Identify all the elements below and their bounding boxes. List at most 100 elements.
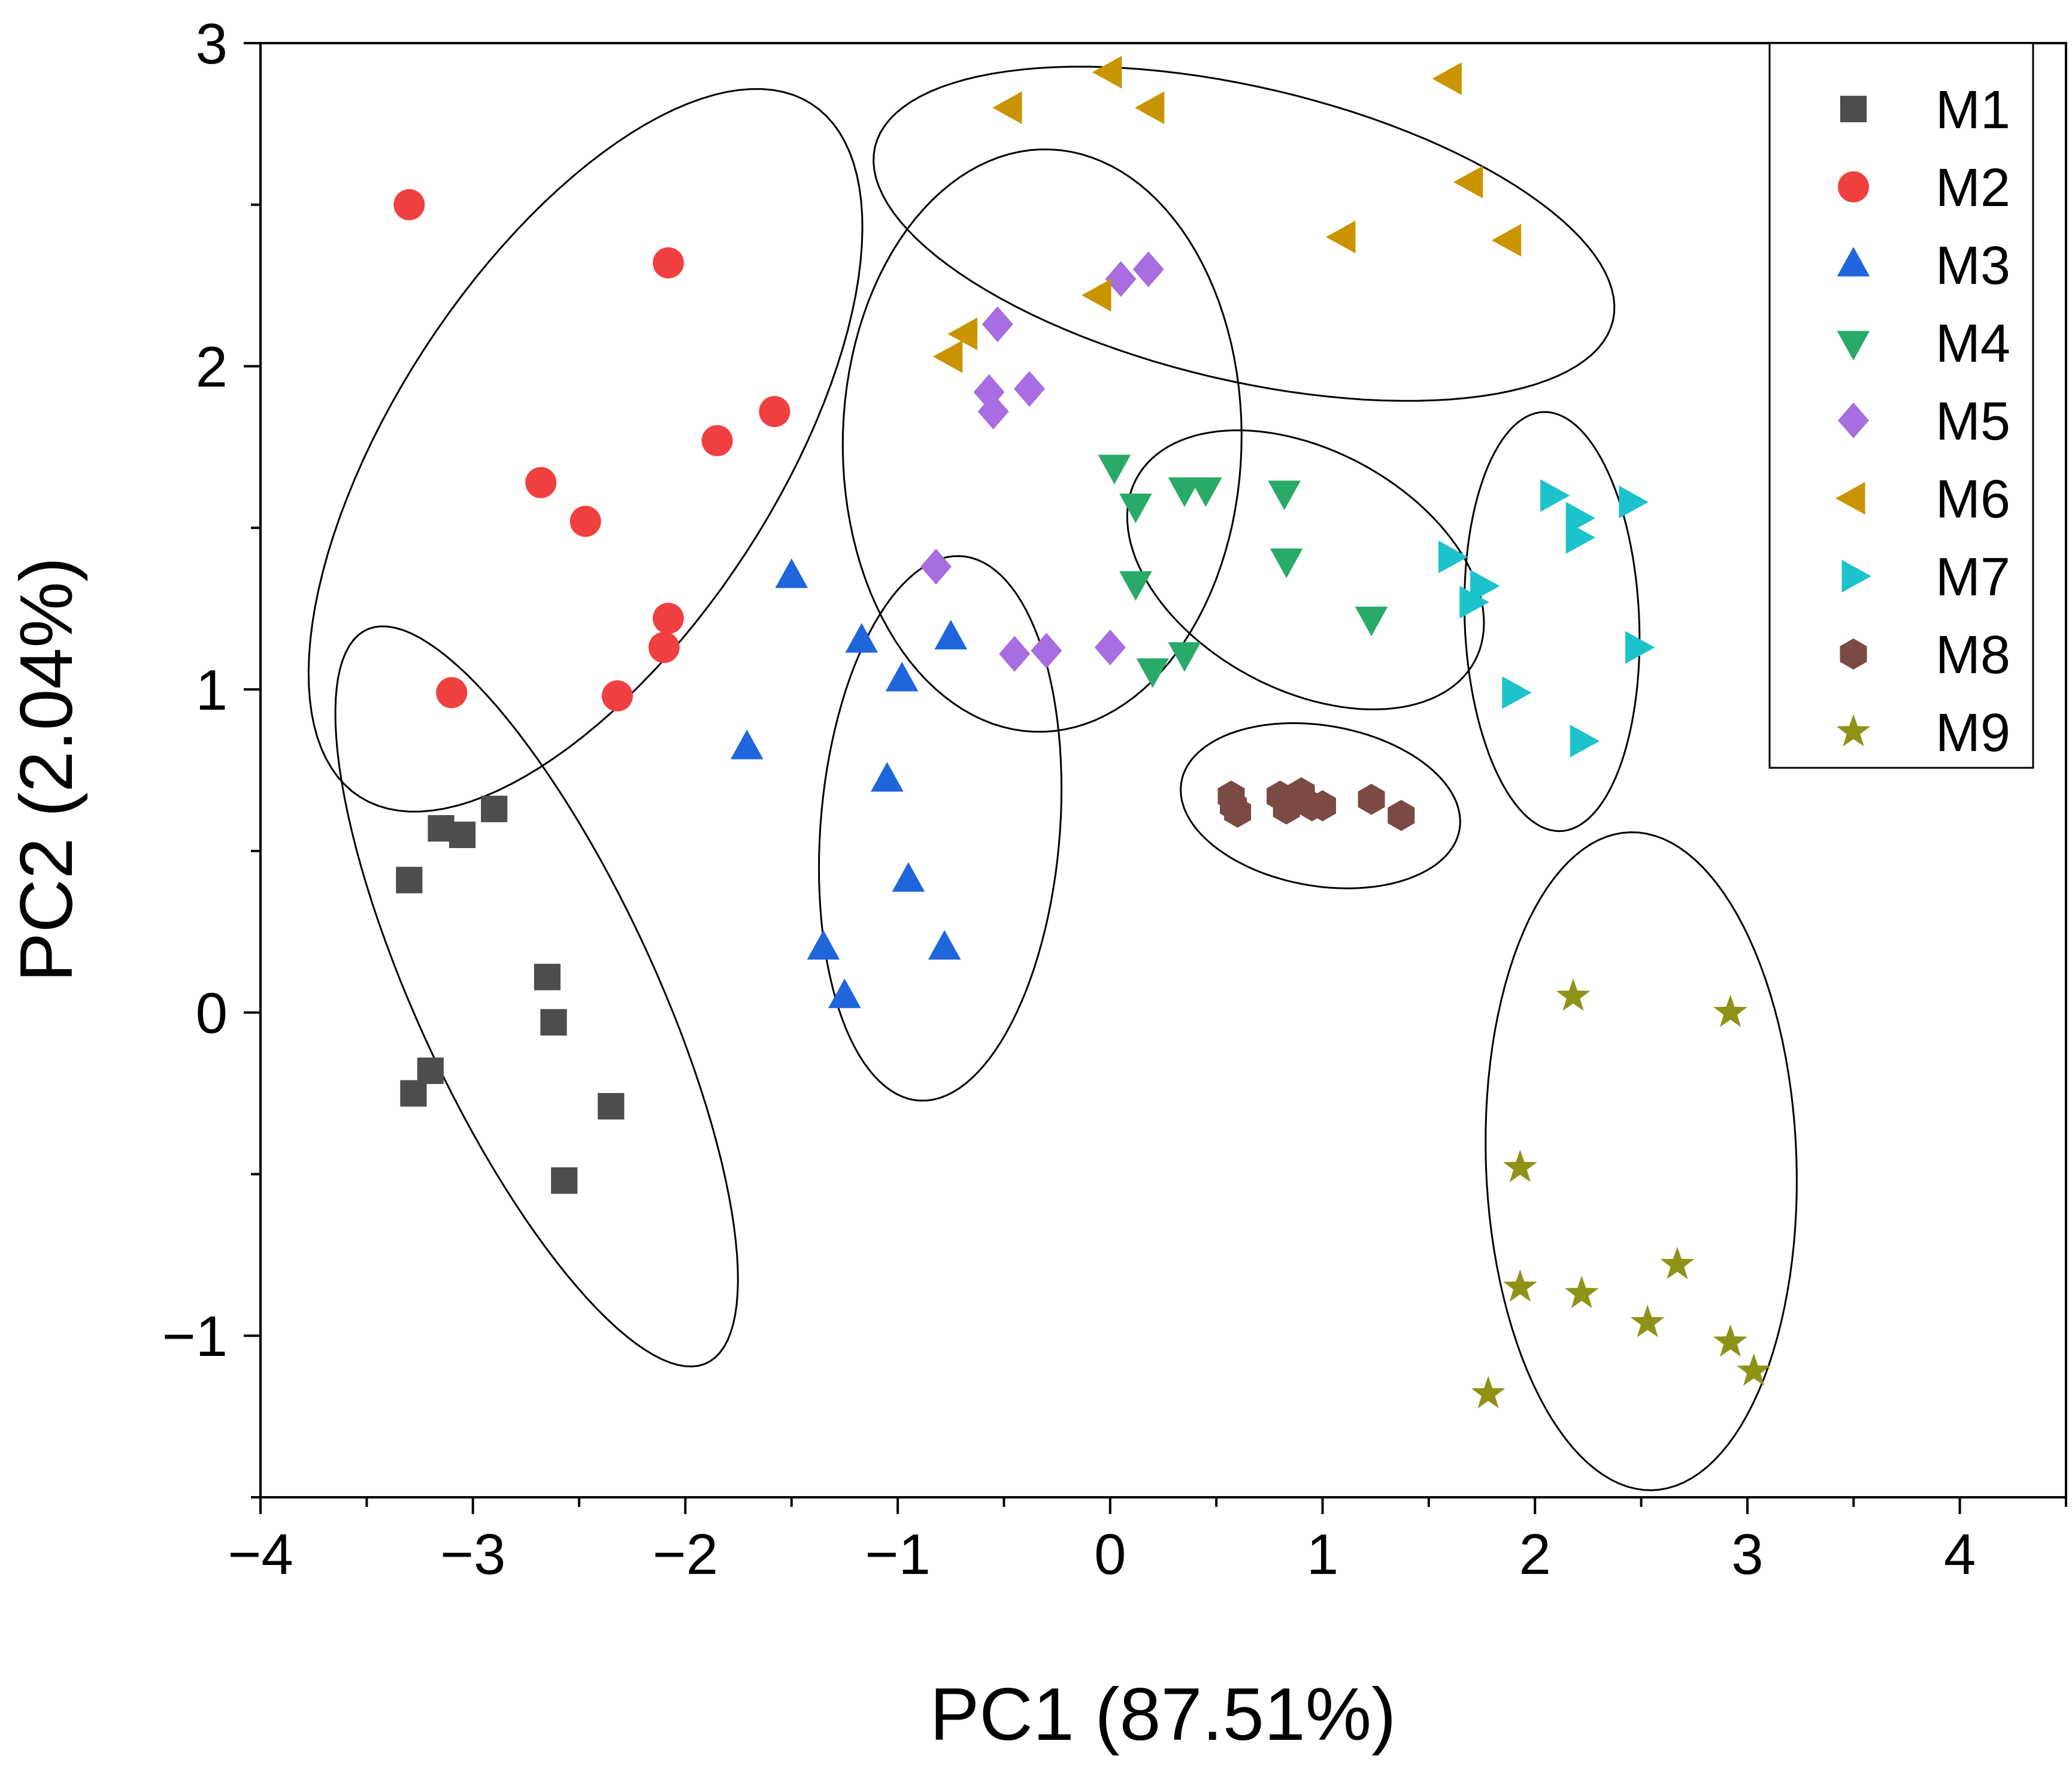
point-m6-3 <box>992 91 1022 125</box>
point-m1-1 <box>396 867 423 894</box>
point-m7-5 <box>1438 540 1468 574</box>
confidence-ellipses <box>307 65 1798 1491</box>
point-m4-5 <box>1268 480 1301 510</box>
point-m7-6 <box>1470 570 1500 603</box>
point-m5-5 <box>1014 371 1045 407</box>
point-m2-4 <box>701 425 733 456</box>
ellipse-m9 <box>1485 831 1798 1491</box>
point-m1-8 <box>400 1080 427 1107</box>
point-m3-10 <box>828 978 861 1009</box>
point-m6-8 <box>1082 278 1111 312</box>
ellipse-m4 <box>1126 429 1485 710</box>
point-m2-7 <box>653 603 684 634</box>
y-axis-title: PC2 (2.04%) <box>5 557 88 982</box>
point-m2-2 <box>653 247 684 278</box>
x-tick-label: 4 <box>1944 1522 1976 1587</box>
point-m5-1 <box>1105 261 1137 297</box>
point-m3-9 <box>928 930 961 960</box>
point-m8-7 <box>1309 790 1336 822</box>
point-m5-3 <box>982 306 1013 343</box>
point-m6-6 <box>1326 220 1356 253</box>
ellipse-m1 <box>334 625 739 1368</box>
x-tick-label: −3 <box>440 1522 505 1587</box>
point-m2-9 <box>436 677 468 709</box>
y-tick-label: −1 <box>162 1304 228 1369</box>
legend-marker-m2 <box>1838 171 1869 202</box>
point-m6-4 <box>1134 91 1165 125</box>
legend-label-m4: M4 <box>1935 314 2010 374</box>
legend-label-m2: M2 <box>1935 158 2010 218</box>
point-m9-2 <box>1713 994 1747 1027</box>
legend-marker-m8 <box>1840 638 1867 670</box>
legend-marker-m3 <box>1837 247 1870 277</box>
x-tick-label: −4 <box>228 1522 293 1587</box>
legend-box <box>1768 42 2034 769</box>
point-m4-1 <box>1098 455 1131 485</box>
data-points <box>393 56 1771 1409</box>
point-m7-1 <box>1540 479 1570 512</box>
ellipse-m7 <box>1463 411 1641 832</box>
point-m6-9 <box>947 317 978 350</box>
x-tick-label: 1 <box>1307 1522 1338 1587</box>
point-m2-5 <box>525 467 557 498</box>
point-m3-5 <box>731 729 764 759</box>
point-m9-1 <box>1556 978 1591 1011</box>
point-m2-8 <box>648 632 680 663</box>
point-m5-7 <box>920 549 952 585</box>
point-m5-10 <box>1094 629 1126 665</box>
point-m6-10 <box>932 340 963 373</box>
point-m8-8 <box>1358 783 1385 815</box>
ellipse-m2 <box>307 88 864 813</box>
point-m4-9 <box>1168 642 1201 672</box>
y-tick-label: 3 <box>196 12 228 76</box>
point-m9-10 <box>1471 1376 1505 1409</box>
legend-label-m6: M6 <box>1935 470 2010 529</box>
legend-marker-m9 <box>1836 714 1871 747</box>
point-m6-5 <box>1453 165 1483 199</box>
legend: M1 M2 M3 M4 M5 M6 M7 M8 M9 <box>1768 42 2034 769</box>
point-m3-2 <box>845 623 879 653</box>
legend-label-m9: M9 <box>1935 703 2010 763</box>
y-tick-label: 2 <box>196 335 228 399</box>
legend-marker-m6 <box>1835 482 1865 515</box>
legend-marker-m1 <box>1840 95 1867 123</box>
y-tick-label: 0 <box>196 982 228 1046</box>
y-axis-ticks: −1 0 1 2 3 <box>162 12 260 1498</box>
x-tick-label: −2 <box>653 1522 718 1587</box>
point-m4-8 <box>1355 606 1388 637</box>
point-m3-6 <box>871 762 904 792</box>
point-m5-9 <box>1031 632 1062 669</box>
point-m7-2 <box>1619 485 1649 519</box>
point-m2-6 <box>570 505 601 537</box>
point-m6-2 <box>1432 62 1462 95</box>
point-m5-8 <box>999 635 1031 672</box>
legend-label-m1: M1 <box>1935 80 2010 140</box>
point-m9-6 <box>1564 1276 1599 1309</box>
point-m3-8 <box>807 930 840 960</box>
point-m3-3 <box>934 619 968 650</box>
ellipse-m5 <box>841 148 1243 733</box>
legend-marker-m7 <box>1841 559 1871 593</box>
legend-marker-m4 <box>1837 331 1870 361</box>
point-m4-10 <box>1136 658 1170 688</box>
point-m4-6 <box>1270 548 1303 579</box>
point-m1-7 <box>417 1057 444 1084</box>
ellipse-m8 <box>1180 722 1461 889</box>
point-m4-4 <box>1189 477 1222 507</box>
x-tick-label: 2 <box>1519 1522 1551 1587</box>
point-m7-10 <box>1570 725 1600 758</box>
point-m6-7 <box>1491 223 1522 257</box>
y-tick-label: 1 <box>196 658 228 722</box>
point-m9-5 <box>1503 1269 1537 1302</box>
point-m9-8 <box>1713 1324 1747 1357</box>
point-m5-6 <box>977 393 1009 429</box>
plot-frame <box>259 42 2067 1498</box>
point-m2-10 <box>601 680 633 712</box>
legend-marker-m5 <box>1838 402 1869 438</box>
point-m5-2 <box>1132 251 1164 287</box>
point-m3-4 <box>885 662 919 692</box>
point-m4-3 <box>1168 477 1201 507</box>
x-axis-title: PC1 (87.51%) <box>930 1673 1397 1756</box>
point-m1-5 <box>534 964 561 991</box>
